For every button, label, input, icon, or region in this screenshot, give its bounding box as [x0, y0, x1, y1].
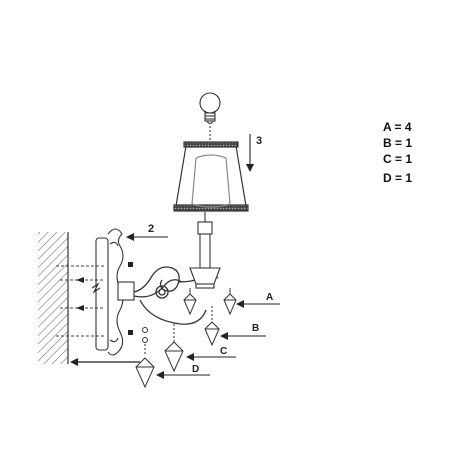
part-a-label: A — [266, 292, 273, 303]
legend-item-c: C = 1 — [383, 152, 412, 166]
wall-plate — [91, 228, 135, 356]
legend-item-d: D = 1 — [383, 171, 412, 185]
parts-legend: A = 4 B = 1 C = 1 D = 1 — [383, 120, 412, 185]
part-b-label: B — [252, 323, 259, 334]
light-bulb — [199, 92, 221, 140]
crystal-drops — [135, 288, 237, 389]
callout-step-3: 3 — [246, 134, 262, 172]
callout-part-c: C — [186, 346, 236, 361]
part-c-label: C — [220, 346, 227, 357]
callout-step-2: 2 — [126, 223, 168, 241]
crystal-a3 — [204, 306, 220, 347]
part-d-label: D — [192, 364, 199, 375]
wall-arrow — [70, 358, 140, 366]
wall — [38, 232, 69, 364]
callout-part-a: A — [236, 292, 280, 308]
socket-assembly — [189, 204, 221, 289]
step-3-label: 3 — [256, 135, 262, 147]
crystal-chain — [142, 324, 175, 356]
crystal-d — [135, 357, 155, 389]
lamp-shade — [173, 141, 249, 212]
legend-item-b: B = 1 — [383, 136, 412, 150]
callout-part-b: B — [220, 323, 266, 340]
legend-item-a: A = 4 — [383, 120, 412, 134]
callout-part-d: D — [156, 364, 210, 379]
crystal-c — [164, 341, 184, 373]
step-2-label: 2 — [148, 223, 154, 235]
crystal-a2 — [223, 288, 237, 316]
crystal-a1 — [183, 288, 197, 316]
